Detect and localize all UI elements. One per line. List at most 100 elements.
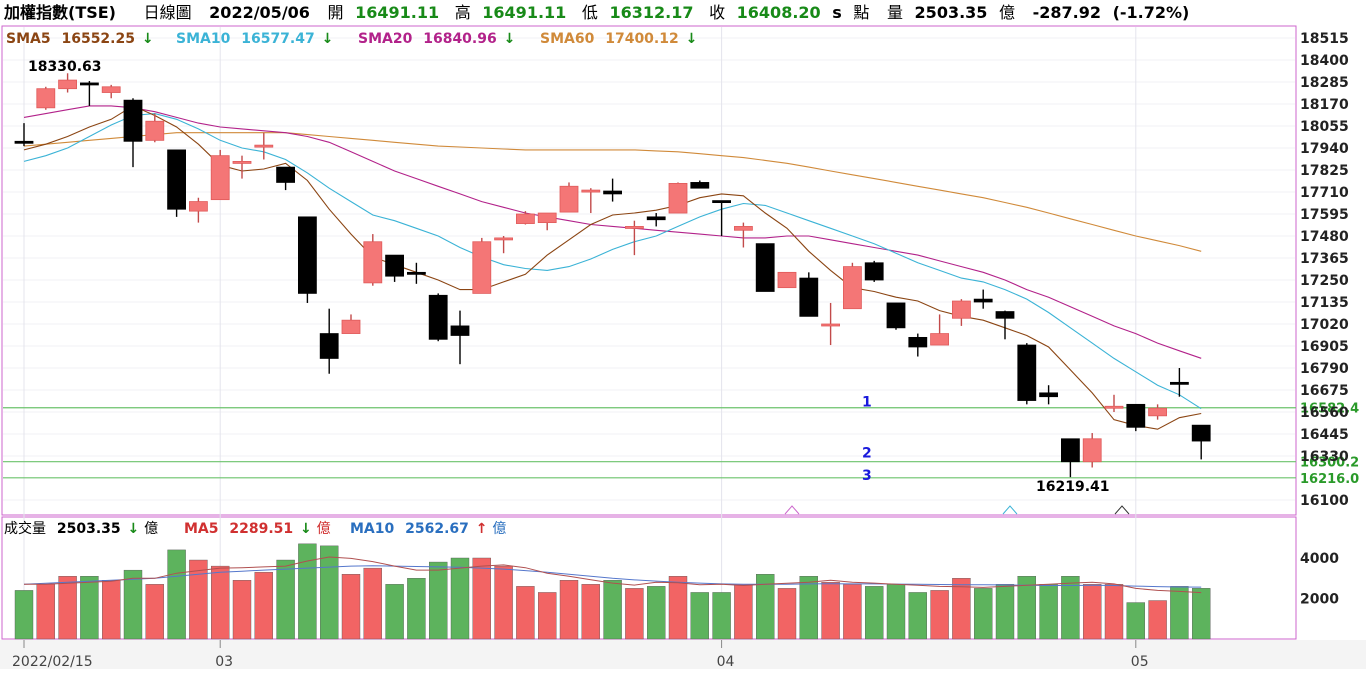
volume-bar — [538, 592, 557, 640]
candle-body — [973, 298, 993, 303]
price-tick-label: 17020 — [1300, 317, 1349, 333]
candle-body — [625, 226, 644, 229]
volume-legend: 成交量 2503.35 ↓ 億 MA5 2289.51 ↓ 億 MA10 256… — [4, 520, 506, 537]
candle-body — [886, 302, 906, 329]
candle-body — [1170, 381, 1189, 385]
candle — [712, 200, 731, 236]
candle — [472, 237, 492, 294]
reference-lines: 1 16582.4 2 16300.2 3 16216.0 — [3, 395, 1359, 487]
candle — [341, 314, 361, 334]
candle-body — [1061, 438, 1080, 463]
grid — [3, 27, 1295, 639]
candle-body — [1148, 407, 1167, 417]
candle-body — [821, 323, 840, 327]
candle — [1148, 404, 1167, 420]
volume-bar — [14, 590, 34, 640]
sma10-label: SMA10 — [176, 31, 231, 47]
volume-bar — [995, 584, 1015, 640]
volume-bar — [385, 584, 404, 640]
volume-bar — [472, 557, 491, 640]
candle — [1104, 394, 1124, 412]
reference-line-number: 3 — [862, 468, 872, 484]
date-tick-label: 03 — [215, 654, 233, 669]
volume-label: 量 — [887, 3, 903, 22]
volume-bar — [799, 576, 818, 640]
sma20-line — [23, 105, 1202, 359]
reference-line-value: 16300.2 — [1300, 456, 1359, 471]
reference-line-number: 1 — [862, 395, 872, 411]
price-axis: 18515 18400 18285 18170 18055 17940 17825 17710… — [1300, 31, 1349, 509]
candle — [995, 310, 1015, 340]
candle-body — [537, 212, 557, 224]
high-label: 高 — [455, 3, 471, 22]
period-high-label: 18330.63 — [28, 59, 102, 75]
vol-ma10-label: MA10 — [350, 521, 395, 537]
candle-body — [406, 271, 426, 275]
price-tick-label: 17940 — [1300, 141, 1349, 157]
volume-bar — [603, 580, 622, 640]
volume-bar — [298, 543, 317, 640]
candle — [668, 182, 688, 214]
candle-body — [123, 99, 143, 142]
high-value: 16491.11 — [482, 3, 566, 22]
change-value: -287.92 — [1033, 3, 1101, 22]
index-name: 加權指數(TSE) — [3, 3, 116, 22]
candle — [1170, 368, 1189, 397]
candle-body — [319, 333, 339, 359]
vol-ma5-label: MA5 — [184, 521, 219, 537]
candle-body — [494, 237, 514, 241]
sma60-value: 17400.12 — [605, 31, 679, 47]
candle — [145, 113, 165, 143]
candle-body — [428, 294, 448, 340]
volume-bar — [1126, 602, 1146, 640]
reference-line-value: 16216.0 — [1300, 472, 1359, 487]
price-tick-label: 18055 — [1300, 119, 1349, 135]
candle-body — [777, 271, 797, 289]
volume-bar — [123, 569, 143, 640]
candle-body — [646, 216, 666, 221]
volume-title: 成交量 — [4, 520, 46, 537]
indicator-legend: SMA5 16552.25 ↓ SMA10 16577.47 ↓ SMA20 1… — [6, 31, 697, 47]
volume-axis: 4000 2000 — [1300, 551, 1339, 608]
candle — [930, 314, 949, 346]
candle-body — [450, 325, 470, 336]
candle — [625, 220, 644, 256]
candle — [1126, 403, 1146, 432]
volume-bar — [821, 582, 840, 640]
volume-value: 2503.35 — [915, 3, 988, 22]
sma5-value: 16552.25 — [61, 31, 135, 47]
candle — [886, 302, 906, 330]
candle — [101, 84, 121, 99]
candle — [799, 272, 819, 317]
volume-bar — [407, 578, 426, 640]
volume-bar — [734, 584, 753, 640]
candle — [80, 81, 99, 106]
volume-bar — [1017, 576, 1036, 640]
price-tick-label: 17710 — [1300, 185, 1349, 201]
sma20-arrow: ↓ — [504, 31, 516, 47]
candle-body — [14, 140, 34, 144]
candle — [973, 289, 993, 309]
volume-bar — [210, 565, 230, 640]
candle-body — [1104, 405, 1124, 409]
candle — [363, 234, 383, 286]
reference-line-number: 2 — [862, 446, 872, 462]
price-tick-label: 18400 — [1300, 53, 1349, 69]
sma5-label: SMA5 — [6, 31, 51, 47]
price-tick-label: 17250 — [1300, 273, 1349, 289]
volume-unit: 億 — [999, 3, 1015, 22]
candle — [1039, 385, 1058, 405]
price-tick-label: 17135 — [1300, 295, 1349, 311]
candle — [385, 254, 405, 282]
volume-bar — [36, 584, 55, 640]
volume-bar — [494, 565, 513, 640]
volume-bar — [276, 559, 295, 640]
volume-bar — [1104, 584, 1124, 640]
candle-body — [58, 79, 77, 90]
candle-body — [1082, 438, 1102, 463]
event-marker — [1114, 505, 1130, 515]
event-marker — [1002, 505, 1018, 515]
candle — [516, 211, 535, 225]
candle-body — [341, 319, 361, 334]
volume-bar — [930, 590, 949, 640]
